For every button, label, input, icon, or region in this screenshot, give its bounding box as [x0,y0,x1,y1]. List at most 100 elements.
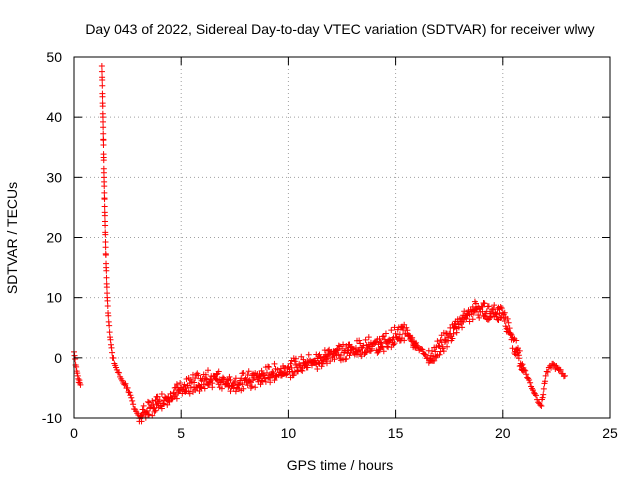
grid [74,57,610,418]
data-point [522,367,529,374]
data-point [542,378,549,385]
data-point [362,336,369,343]
data-point [453,329,460,336]
data-point [242,375,249,382]
data-point [540,385,547,392]
data-point [365,334,372,341]
data-point [75,375,82,382]
data-point [124,384,131,391]
data-point [200,381,207,388]
data-point [128,394,135,401]
data-point [152,407,159,414]
data-point [466,318,473,325]
data-point [76,377,83,384]
data-point [221,375,228,382]
data-point [390,341,397,348]
data-point [74,370,81,377]
data-point [158,390,165,397]
data-point [548,364,555,371]
data-point [378,343,385,350]
data-point [186,390,193,397]
data-point [538,402,545,409]
data-point [202,375,209,382]
data-point [99,93,106,100]
data-point [232,388,239,395]
data-point [521,366,528,373]
data-point [431,357,438,364]
data-point [498,305,505,312]
x-tick-label: 20 [495,425,511,441]
data-point [100,130,107,137]
data-point [238,375,245,382]
data-point [327,350,334,357]
y-tick-label: 30 [46,169,62,185]
data-point [218,385,225,392]
data-point [496,310,503,317]
data-point [102,238,109,245]
data-point [146,399,153,406]
y-tick-label: -10 [42,410,62,426]
data-point [105,312,112,319]
data-point [436,343,443,350]
data-point [244,382,251,389]
data-point [144,398,151,405]
data-point [149,397,156,404]
data-point [230,380,237,387]
data-point [98,63,105,70]
data-point [497,303,504,310]
data-point [489,306,496,313]
y-tick-label: 20 [46,230,62,246]
data-point [205,367,211,374]
data-point [327,358,334,365]
data-point [257,381,264,388]
data-point [143,408,150,415]
data-point [380,348,387,355]
data-point [421,351,428,358]
y-axis-label: SDTVAR / TECUs [4,182,20,294]
chart-title: Day 043 of 2022, Sidereal Day-to-day VTE… [85,21,594,37]
data-point [207,376,214,383]
data-point [483,308,490,315]
data-point [314,366,321,373]
data-point [315,359,322,366]
data-point [198,384,205,391]
data-point [440,348,447,355]
data-point [334,347,341,354]
data-point [125,389,132,396]
data-point [526,376,533,383]
data-point [248,383,255,390]
data-point [109,349,116,356]
data-point [151,408,158,415]
data-point [357,340,364,347]
data-point [494,316,501,323]
data-point [432,348,439,355]
data-point [527,379,534,386]
data-point [102,231,109,238]
data-point [550,360,557,367]
data-point [154,393,161,400]
data-point [337,352,344,359]
data-point [442,330,449,337]
data-point [475,312,482,319]
data-point [72,356,79,363]
data-point [318,363,325,370]
data-point [104,302,111,309]
data-point [232,375,239,382]
data-point [362,349,369,356]
data-point [335,342,342,349]
data-point [227,376,234,383]
data-point [388,327,395,334]
data-point [291,358,298,365]
data-point [376,335,383,342]
data-point [501,309,508,316]
data-point [107,336,114,343]
data-point [108,344,115,351]
data-point [121,381,128,388]
data-point [340,341,347,348]
data-point [531,390,538,397]
data-point [459,324,466,331]
data-point [177,380,184,387]
data-point [286,368,293,375]
data-point [99,82,106,89]
